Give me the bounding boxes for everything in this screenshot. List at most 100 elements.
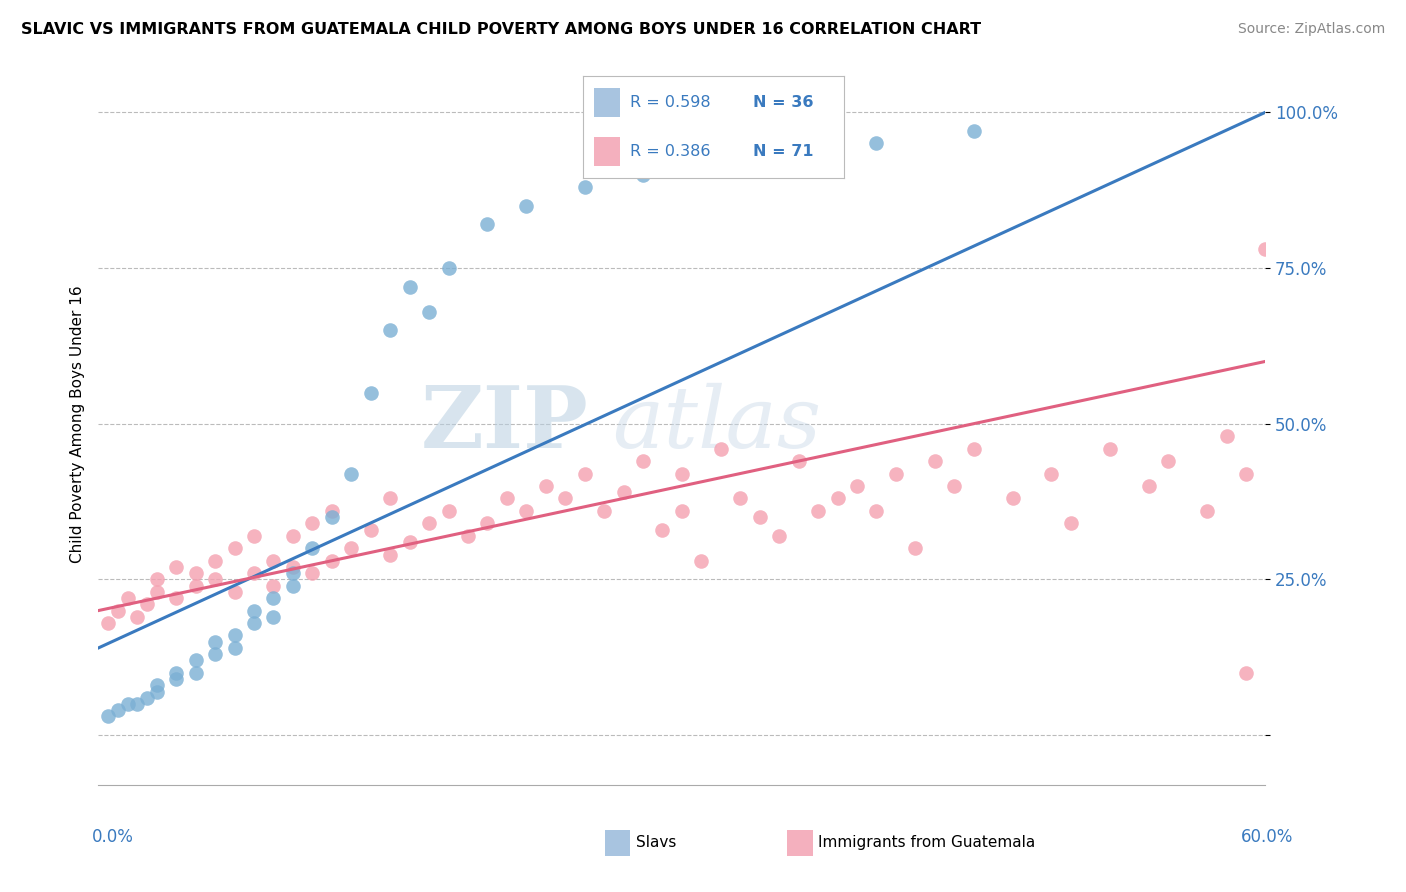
Point bbox=[127, 609, 149, 624]
Point bbox=[807, 504, 830, 518]
Point bbox=[380, 491, 402, 506]
Point bbox=[301, 541, 323, 556]
Point bbox=[827, 491, 849, 506]
Point bbox=[865, 504, 887, 518]
Point bbox=[165, 591, 187, 606]
Point bbox=[97, 615, 120, 630]
Point bbox=[204, 573, 226, 587]
Point bbox=[943, 479, 966, 493]
Point bbox=[127, 697, 149, 711]
Point bbox=[117, 591, 139, 606]
Point bbox=[651, 523, 673, 537]
Point bbox=[184, 579, 207, 593]
Point bbox=[477, 218, 499, 232]
Text: 0.0%: 0.0% bbox=[91, 828, 134, 846]
Point bbox=[136, 598, 159, 612]
Point bbox=[107, 603, 129, 617]
Point bbox=[224, 585, 246, 599]
Point bbox=[243, 603, 266, 617]
Point bbox=[631, 168, 654, 182]
Point bbox=[243, 615, 266, 630]
Point bbox=[360, 523, 382, 537]
Text: SLAVIC VS IMMIGRANTS FROM GUATEMALA CHILD POVERTY AMONG BOYS UNDER 16 CORRELATIO: SLAVIC VS IMMIGRANTS FROM GUATEMALA CHIL… bbox=[21, 22, 981, 37]
Point bbox=[117, 697, 139, 711]
Point bbox=[1234, 665, 1257, 680]
Point bbox=[418, 516, 440, 531]
Point bbox=[554, 491, 576, 506]
Point bbox=[593, 504, 616, 518]
Point bbox=[1157, 454, 1180, 468]
Point bbox=[690, 554, 713, 568]
Point bbox=[281, 560, 304, 574]
Point bbox=[281, 579, 304, 593]
Point bbox=[262, 579, 284, 593]
Text: Slavs: Slavs bbox=[636, 836, 676, 850]
Point bbox=[243, 529, 266, 543]
Point bbox=[418, 304, 440, 318]
Point bbox=[360, 385, 382, 400]
Point bbox=[321, 554, 343, 568]
Point bbox=[165, 560, 187, 574]
Point bbox=[787, 454, 810, 468]
Point bbox=[262, 554, 284, 568]
Point bbox=[613, 485, 636, 500]
Point bbox=[671, 504, 693, 518]
Point bbox=[146, 585, 169, 599]
Point bbox=[768, 529, 790, 543]
Text: ZIP: ZIP bbox=[420, 382, 589, 466]
Point bbox=[146, 684, 169, 698]
Point bbox=[1195, 504, 1218, 518]
Y-axis label: Child Poverty Among Boys Under 16: Child Poverty Among Boys Under 16 bbox=[69, 285, 84, 563]
Point bbox=[1215, 429, 1237, 443]
Point bbox=[398, 535, 420, 549]
Point bbox=[574, 180, 596, 194]
Point bbox=[924, 454, 946, 468]
Point bbox=[146, 678, 169, 692]
Point bbox=[477, 516, 499, 531]
Point bbox=[184, 566, 207, 581]
Text: 60.0%: 60.0% bbox=[1241, 828, 1294, 846]
Point bbox=[574, 467, 596, 481]
Point bbox=[1234, 467, 1257, 481]
Point bbox=[1137, 479, 1160, 493]
Point bbox=[97, 709, 120, 723]
Point bbox=[631, 454, 654, 468]
Text: N = 71: N = 71 bbox=[752, 145, 813, 160]
Point bbox=[224, 628, 246, 642]
Point bbox=[301, 566, 323, 581]
Point bbox=[136, 690, 159, 705]
Point bbox=[534, 479, 557, 493]
Point bbox=[281, 529, 304, 543]
FancyBboxPatch shape bbox=[593, 137, 620, 166]
Point bbox=[262, 591, 284, 606]
Point bbox=[437, 504, 460, 518]
Point bbox=[380, 548, 402, 562]
Point bbox=[515, 504, 537, 518]
Text: R = 0.598: R = 0.598 bbox=[630, 95, 711, 110]
Point bbox=[184, 653, 207, 667]
Point bbox=[380, 323, 402, 337]
FancyBboxPatch shape bbox=[593, 88, 620, 117]
Point bbox=[884, 467, 907, 481]
Text: N = 36: N = 36 bbox=[752, 95, 813, 110]
Point bbox=[224, 640, 246, 655]
Point bbox=[243, 566, 266, 581]
Text: Immigrants from Guatemala: Immigrants from Guatemala bbox=[818, 836, 1036, 850]
Point bbox=[340, 541, 363, 556]
Point bbox=[301, 516, 323, 531]
Point bbox=[398, 279, 420, 293]
Point bbox=[846, 479, 869, 493]
Text: Source: ZipAtlas.com: Source: ZipAtlas.com bbox=[1237, 22, 1385, 37]
Point bbox=[437, 260, 460, 275]
Point bbox=[904, 541, 927, 556]
Point bbox=[1001, 491, 1024, 506]
Point bbox=[281, 566, 304, 581]
Point bbox=[710, 149, 733, 163]
Point bbox=[340, 467, 363, 481]
Point bbox=[1060, 516, 1083, 531]
Point bbox=[730, 491, 752, 506]
Point bbox=[107, 703, 129, 717]
Point bbox=[224, 541, 246, 556]
Point bbox=[710, 442, 733, 456]
Point bbox=[146, 573, 169, 587]
